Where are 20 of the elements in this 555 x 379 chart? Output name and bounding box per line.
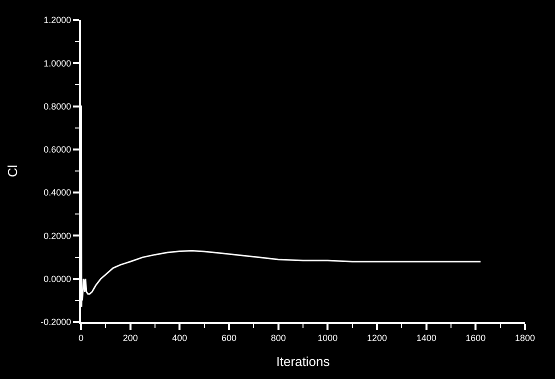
y-tick-label: 0.2000 (44, 230, 72, 241)
x-tick-label: 1200 (366, 332, 388, 343)
x-tick-label: 800 (270, 332, 286, 343)
x-axis-title: Iterations (276, 354, 330, 369)
x-tick-label: 600 (221, 332, 237, 343)
x-tick-label: 1800 (514, 332, 536, 343)
x-tick-label: 1400 (416, 332, 436, 343)
y-axis-title: Cl (5, 164, 20, 178)
y-tick-label: 0.6000 (44, 144, 72, 155)
x-tick-label: 0 (78, 332, 84, 343)
x-tick-label: 400 (172, 332, 188, 343)
x-tick-label: 200 (122, 332, 138, 343)
y-tick-label: -0.2000 (40, 317, 72, 328)
y-tick-label: 0.4000 (44, 188, 72, 198)
x-tick-label: 1000 (318, 332, 338, 343)
y-tick-label: 1.0000 (44, 58, 72, 68)
x-tick-label: 1600 (466, 332, 486, 343)
y-tick-label: 1.2000 (44, 15, 72, 26)
y-tick-label: 0.0000 (44, 274, 72, 284)
y-tick-label: 0.8000 (44, 101, 72, 112)
